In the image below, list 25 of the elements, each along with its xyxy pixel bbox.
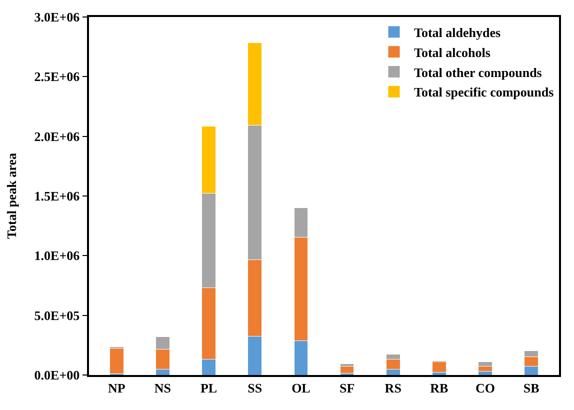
x-tick-label: OL <box>292 380 311 396</box>
legend-label: Total aldehydes <box>414 25 501 40</box>
x-tick-label: RS <box>384 380 402 396</box>
legend-label: Total other compounds <box>414 64 542 80</box>
x-tick-label: NP <box>108 380 126 396</box>
x-tick-label: SF <box>339 380 355 396</box>
y-tick-label: 1.0E+06 <box>34 248 80 264</box>
legend-label: Total alcohols <box>414 44 490 60</box>
bar <box>432 362 446 372</box>
legend-label: Total specific compounds <box>414 84 554 100</box>
y-tick-label: 1.5E+06 <box>34 188 80 204</box>
x-tick-label: CO <box>476 380 496 396</box>
x-tick-label: NS <box>154 380 172 396</box>
bar <box>109 348 124 374</box>
y-tick-label: 2.5E+06 <box>34 69 80 84</box>
y-tick-label: 5.0E+05 <box>34 308 80 323</box>
x-tick-label: PL <box>200 380 218 396</box>
y-tick-label: 2.0E+06 <box>34 128 80 144</box>
x-tick-label: SS <box>248 380 262 396</box>
bar <box>340 366 354 374</box>
x-tick-label: RB <box>430 380 449 396</box>
y-tick-label: 0.0E+00 <box>34 368 80 383</box>
x-tick-label: SB <box>523 380 540 396</box>
y-tick-label: 3.0E+06 <box>34 10 80 25</box>
y-axis-title: Total peak area <box>4 152 19 239</box>
